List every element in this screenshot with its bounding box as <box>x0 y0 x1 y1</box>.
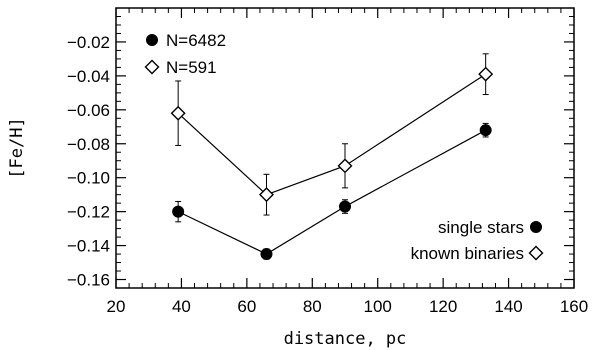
y-tick-label: −0.04 <box>67 67 110 86</box>
series-line <box>177 73 486 196</box>
legend-bottom-marker-open-diamond <box>528 245 544 261</box>
series-line <box>177 129 486 255</box>
legend-top: N=6482 N=591 <box>144 31 226 77</box>
y-tick-label: −0.06 <box>67 101 110 120</box>
y-tick-label: −0.14 <box>67 237 110 256</box>
x-tick-label: 20 <box>107 297 126 316</box>
y-tick-label: −0.12 <box>67 203 110 222</box>
x-tick-label: 160 <box>560 297 588 316</box>
data-point-open-diamond <box>478 66 494 82</box>
x-tick-label: 140 <box>494 297 522 316</box>
legend-bottom: single stars known binaries <box>411 218 544 263</box>
legend-bottom-marker-filled-circle <box>530 221 542 233</box>
x-tick-label: 80 <box>303 297 322 316</box>
data-point-filled-circle <box>479 124 492 137</box>
legend-top-marker-filled-circle <box>146 34 158 46</box>
x-tick-label: 100 <box>364 297 392 316</box>
x-tick-label: 60 <box>237 297 256 316</box>
legend-bottom-label: known binaries <box>411 244 524 263</box>
y-tick-label: −0.08 <box>67 135 110 154</box>
x-tick-label: 40 <box>172 297 191 316</box>
y-tick-label: −0.02 <box>67 33 110 52</box>
data-point-filled-circle <box>172 205 185 218</box>
data-point-filled-circle <box>339 200 351 213</box>
series-filled-circle <box>172 122 492 261</box>
legend-top-label: N=6482 <box>166 31 226 50</box>
axis-tick-labels: 20 40 60 80 100 120 140 160 −0.16 −0.14 −0.12 −0.10… <box>67 33 588 316</box>
x-axis-title: distance, pc <box>284 329 407 349</box>
data-point-open-diamond <box>258 187 274 203</box>
y-axis-title: [Fe/H] <box>7 117 27 178</box>
series-layer <box>170 53 494 261</box>
x-tick-label: 120 <box>429 297 457 316</box>
y-tick-label: −0.10 <box>67 169 110 188</box>
plot-frame <box>115 7 575 289</box>
legend-top-marker-open-diamond <box>144 59 160 75</box>
data-point-open-diamond <box>337 158 353 174</box>
legend-bottom-label: single stars <box>438 218 524 237</box>
data-point-filled-circle <box>260 248 273 261</box>
legend-top-label: N=591 <box>166 58 217 77</box>
y-tick-label: −0.16 <box>67 271 110 290</box>
axis-ticks <box>115 7 575 289</box>
data-point-open-diamond <box>170 105 186 121</box>
series-open-diamond <box>170 53 494 216</box>
